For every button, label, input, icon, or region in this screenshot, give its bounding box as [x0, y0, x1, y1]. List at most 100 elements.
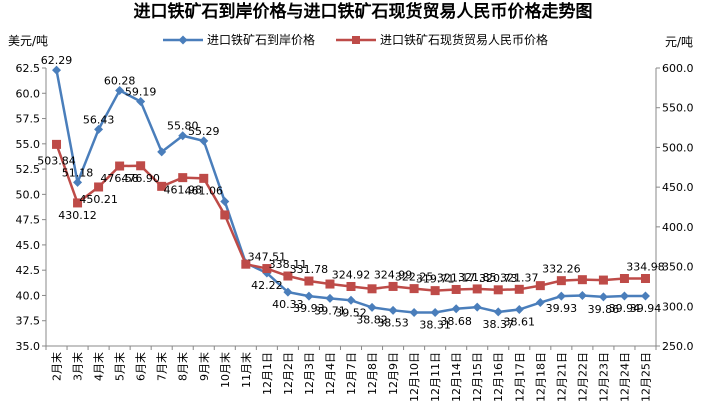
data-point-series-1	[94, 124, 104, 134]
category-label: 12月10日	[408, 352, 421, 402]
legend-label-series-1: 进口铁矿石到岸价格	[207, 32, 315, 47]
left-tick-label: 60.0	[16, 87, 41, 100]
data-label-series-1: 55.29	[188, 125, 220, 138]
data-point-series-1	[346, 295, 356, 305]
data-label-series-1: 39.93	[293, 302, 325, 315]
right-tick-label: 250.0	[662, 340, 694, 353]
data-label-series-1: 38.68	[440, 315, 472, 328]
category-label: 11月末	[239, 352, 253, 388]
legend-marker-series-1	[178, 35, 188, 45]
left-tick-label: 40.0	[16, 289, 41, 302]
data-point-series-2	[577, 275, 587, 285]
data-label-series-2: 324.99	[374, 268, 413, 281]
category-label: 2月末	[50, 352, 64, 381]
data-label-series-1: 59.19	[125, 85, 157, 98]
data-label-series-1: 42.22	[251, 279, 283, 292]
right-axis-unit: 元/吨	[665, 35, 693, 49]
data-point-series-2	[178, 173, 188, 183]
right-tick-label: 350.0	[662, 261, 694, 274]
left-tick-label: 45.0	[16, 239, 41, 252]
data-label-series-2: 476.90	[121, 172, 160, 185]
chart-title: 进口铁矿石到岸价格与进口铁矿石现货贸易人民币价格走势图	[134, 1, 593, 22]
category-label: 12月17日	[513, 352, 526, 402]
data-label-series-2: 503.84	[37, 154, 76, 167]
data-point-series-2	[514, 284, 524, 294]
data-point-series-1	[640, 291, 650, 301]
data-point-series-2	[262, 264, 272, 274]
left-axis-unit: 美元/吨	[8, 34, 48, 48]
category-label: 4月末	[92, 352, 106, 381]
data-label-series-2: 321.85	[458, 271, 497, 284]
data-label-series-1: 39.52	[335, 306, 367, 319]
right-tick-label: 550.0	[662, 102, 694, 115]
data-label-series-1: 39.71	[314, 304, 346, 317]
category-label: 12月7日	[345, 352, 358, 395]
data-point-series-2	[199, 173, 209, 183]
axes: 35.0 37.5 40.0 42.5 45.0 47.5 50.0 52.5 55.0 57.5…	[16, 62, 694, 402]
category-label: 12月2日	[282, 352, 295, 395]
data-point-series-1	[136, 96, 146, 106]
series-group	[52, 65, 650, 318]
data-point-series-2	[556, 276, 566, 286]
data-label-series-1: 38.61	[504, 316, 536, 329]
data-point-series-2	[472, 284, 482, 294]
data-point-series-1	[430, 308, 440, 318]
left-tick-label: 62.5	[16, 62, 41, 75]
data-label-series-1: 60.28	[104, 74, 136, 87]
data-label-series-2: 322.25	[395, 271, 434, 284]
data-label-series-2: 430.12	[58, 209, 97, 222]
data-point-series-1	[598, 292, 608, 302]
data-point-series-1	[577, 290, 587, 300]
data-point-series-2	[367, 284, 377, 294]
data-point-series-2	[52, 139, 62, 149]
category-label: 6月末	[134, 352, 148, 381]
data-label-series-1: 39.86	[588, 303, 620, 316]
data-point-series-1	[409, 308, 419, 318]
left-tick-label: 55.0	[16, 138, 41, 151]
data-label-series-1: 38.37	[482, 318, 514, 331]
data-label-series-1: 40.33	[272, 298, 304, 311]
left-tick-label: 50.0	[16, 188, 41, 201]
category-label: 10月末	[218, 352, 232, 388]
data-point-series-2	[241, 259, 251, 269]
data-label-series-2: 476.58	[100, 172, 139, 185]
data-label-series-2: 338.11	[269, 258, 308, 271]
right-tick-label: 400.0	[662, 221, 694, 234]
data-point-series-2	[115, 161, 125, 171]
data-point-series-2	[325, 279, 335, 289]
category-label: 3月末	[71, 352, 85, 381]
data-point-series-2	[346, 281, 356, 291]
left-tick-label: 52.5	[16, 163, 41, 176]
data-point-series-1	[367, 302, 377, 312]
data-label-series-2: 321.17	[437, 271, 476, 284]
data-point-series-2	[283, 271, 293, 281]
data-point-series-2	[598, 275, 608, 285]
data-point-series-2	[136, 161, 146, 171]
data-label-series-1: 39.93	[546, 302, 578, 315]
category-label: 12月22日	[576, 352, 589, 402]
category-label: 12月8日	[366, 352, 379, 395]
category-label: 12月16日	[492, 352, 505, 402]
right-tick-label: 500.0	[662, 141, 694, 154]
data-point-series-2	[220, 210, 230, 220]
left-tick-label: 57.5	[16, 113, 41, 126]
data-point-series-1	[514, 305, 524, 315]
data-point-series-1	[535, 298, 545, 308]
data-label-series-2: 331.78	[290, 263, 329, 276]
data-point-series-1	[304, 291, 314, 301]
data-point-series-1	[493, 307, 503, 317]
category-label: 12月11日	[429, 352, 442, 402]
right-tick-label: 450.0	[662, 181, 694, 194]
data-point-series-1	[472, 302, 482, 312]
category-label: 5月末	[113, 352, 127, 381]
category-label: 12月24日	[618, 352, 631, 402]
data-label-series-2: 332.26	[542, 263, 581, 276]
legend-label-series-2: 进口铁矿石现货贸易人民币价格	[380, 32, 548, 47]
left-tick-label: 35.0	[16, 340, 41, 353]
category-label: 12月23日	[597, 352, 610, 402]
data-point-series-2	[304, 276, 314, 286]
data-point-series-2	[430, 286, 440, 296]
data-point-series-2	[157, 181, 167, 191]
